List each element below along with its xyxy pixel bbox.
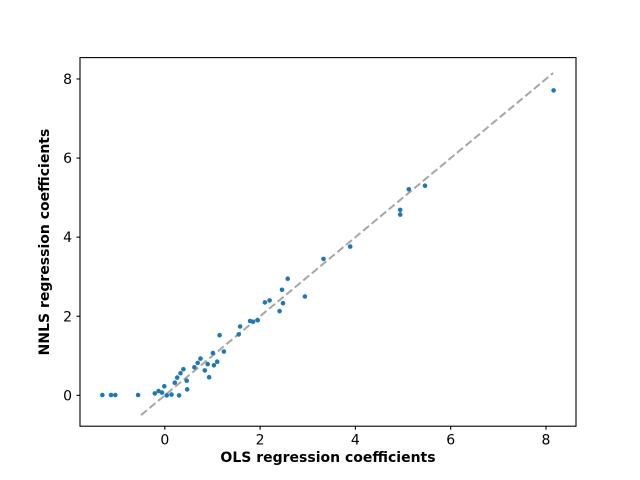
data-point xyxy=(302,294,308,299)
data-point xyxy=(205,361,210,367)
data-point xyxy=(202,368,208,373)
axes-spines xyxy=(79,57,577,427)
data-point xyxy=(164,393,169,398)
y-axis-ticks: 0 2 4 6 8 xyxy=(63,72,80,404)
data-point xyxy=(195,360,200,366)
data-point xyxy=(176,393,182,398)
data-point xyxy=(184,378,189,384)
data-point xyxy=(397,212,403,217)
data-point xyxy=(422,183,428,188)
data-point xyxy=(237,324,243,329)
data-point xyxy=(108,392,114,398)
data-point xyxy=(397,207,403,213)
data-point xyxy=(100,392,105,398)
data-point xyxy=(551,88,556,93)
y-tick-label: 6 xyxy=(63,151,72,167)
x-tick-label: 6 xyxy=(446,433,455,449)
data-point xyxy=(169,392,174,397)
data-point xyxy=(255,317,260,323)
data-point xyxy=(210,350,216,356)
data-point xyxy=(262,300,268,305)
data-point xyxy=(152,391,158,396)
y-tick-label: 8 xyxy=(63,72,72,88)
data-point xyxy=(192,365,197,370)
data-point xyxy=(198,356,203,361)
x-axis-ticks: 0 2 4 6 8 xyxy=(160,426,550,449)
x-axis-label: OLS regression coefficients xyxy=(220,450,435,466)
data-point xyxy=(321,256,326,262)
data-point xyxy=(267,298,272,303)
data-point xyxy=(280,300,286,306)
data-point xyxy=(184,387,190,392)
data-point xyxy=(211,363,217,368)
y-tick-label: 0 xyxy=(63,388,72,404)
data-point xyxy=(406,187,412,192)
data-point xyxy=(135,392,141,398)
data-point xyxy=(174,375,180,380)
data-point xyxy=(236,332,241,337)
data-point xyxy=(214,359,220,365)
axes-frame xyxy=(79,57,577,427)
x-tick-label: 2 xyxy=(256,433,265,449)
data-point xyxy=(206,374,212,380)
data-point xyxy=(159,390,165,395)
data-point xyxy=(277,308,282,314)
data-point xyxy=(347,244,353,249)
data-point xyxy=(172,380,178,386)
data-point xyxy=(217,332,222,338)
data-point xyxy=(162,384,167,389)
data-point xyxy=(113,392,118,398)
x-tick-label: 8 xyxy=(542,433,551,449)
scatter-points xyxy=(100,88,556,398)
data-point xyxy=(221,349,227,354)
y-axis-label: NNLS regression coefficients xyxy=(37,129,53,356)
data-point xyxy=(279,287,285,293)
x-tick-label: 0 xyxy=(160,433,169,449)
identity-line xyxy=(140,72,554,416)
data-point xyxy=(285,276,291,282)
data-point xyxy=(178,370,183,376)
identity-line-path xyxy=(140,72,554,416)
data-point xyxy=(181,366,186,372)
data-point xyxy=(250,319,256,325)
x-tick-label: 4 xyxy=(351,433,360,449)
y-tick-label: 4 xyxy=(63,230,72,246)
y-tick-label: 2 xyxy=(63,309,72,325)
